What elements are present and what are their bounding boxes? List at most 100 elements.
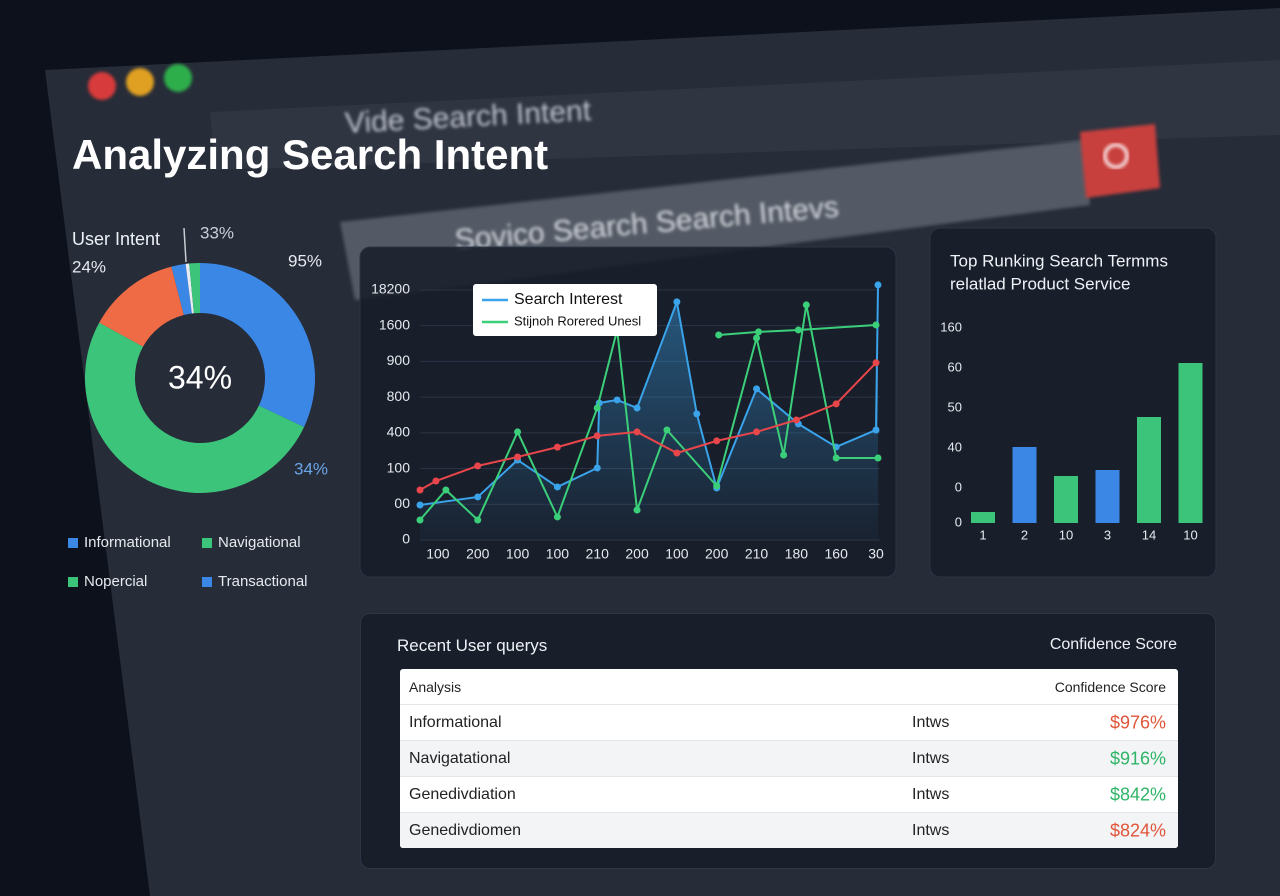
series-line — [718, 323, 877, 336]
series-point — [753, 428, 761, 436]
bar — [1178, 363, 1203, 523]
page-title: Analyzing Search Intent — [72, 131, 548, 178]
series-point — [593, 464, 601, 472]
series-point — [613, 396, 621, 404]
series-point — [633, 506, 641, 514]
y-tick-label: 40 — [948, 439, 962, 454]
table-panel: Recent User querys Confidence Score Anal… — [360, 613, 1216, 869]
x-tick-label: 180 — [785, 546, 809, 562]
donut-annotation: 33% — [200, 223, 234, 242]
series-point — [593, 404, 601, 412]
cell: Intws — [912, 785, 950, 803]
x-tick-label: 200 — [625, 546, 649, 562]
legend-label: Navigational — [218, 534, 301, 551]
y-tick-label: 0 — [402, 531, 410, 547]
table-row: Informational Intws $976% — [400, 704, 1178, 740]
donut-segment — [99, 266, 184, 347]
cell: Intws — [912, 749, 950, 767]
minimize-button[interactable] — [126, 68, 154, 96]
legend-label: Stijnoh Rorered Unesl — [514, 313, 641, 328]
legend-label: Transactional — [218, 573, 308, 590]
donut-annotation: 24% — [72, 257, 106, 276]
series-point — [693, 410, 701, 418]
series-point — [715, 331, 723, 339]
bar — [1012, 447, 1037, 523]
address-bar — [210, 60, 1280, 170]
bar — [971, 512, 995, 523]
x-tick-label: 2 — [1021, 527, 1028, 542]
close-button[interactable] — [88, 72, 116, 100]
legend-swatch — [68, 538, 78, 548]
x-tick-label: 200 — [466, 546, 490, 562]
y-tick-label: 400 — [387, 424, 411, 440]
series-point — [474, 462, 482, 470]
y-tick-label: 100 — [387, 459, 411, 475]
series-point — [755, 328, 763, 336]
series-point — [474, 516, 482, 524]
series-point — [872, 359, 880, 367]
score-cell: $824% — [1109, 820, 1166, 840]
y-tick-label: 800 — [387, 388, 411, 404]
legend-box — [473, 284, 657, 336]
x-tick-label: 160 — [825, 546, 849, 562]
series-point — [442, 486, 450, 494]
series-point — [753, 334, 761, 342]
table-row: Navigatational Intws $916% — [400, 740, 1178, 776]
y-tick-label: 900 — [387, 352, 411, 368]
cell: Genedivdiation — [409, 785, 516, 803]
legend-swatch — [68, 577, 78, 587]
series-point — [432, 477, 440, 485]
series-point — [514, 428, 522, 436]
donut-segment — [200, 263, 316, 427]
x-tick-label: 200 — [705, 546, 729, 562]
search-button[interactable] — [1080, 124, 1160, 198]
series-point — [474, 493, 482, 501]
table-title-right: Confidence Score — [1049, 636, 1177, 653]
cell: Genedivdiomen — [409, 821, 522, 839]
table-row: Genedivdiation Intws $842% — [400, 776, 1178, 812]
y-tick-label: 1600 — [379, 316, 410, 332]
bar-title: Top Runking Search Termms — [950, 251, 1168, 270]
series-point — [633, 428, 641, 436]
series-point — [832, 454, 840, 462]
maximize-button[interactable] — [164, 64, 192, 92]
donut-segment — [189, 263, 200, 314]
series-point — [872, 426, 880, 434]
table: Analysis Confidence Score Informational Int… — [400, 669, 1178, 848]
y-tick-label: 60 — [948, 359, 962, 374]
x-tick-label: 10 — [1183, 527, 1197, 542]
series-point — [514, 453, 522, 461]
x-tick-label: 10 — [1059, 527, 1073, 542]
x-tick-label: 100 — [546, 546, 570, 562]
x-tick-label: 100 — [426, 546, 450, 562]
donut-annotation: 34% — [294, 459, 328, 478]
series-point — [673, 449, 681, 457]
series-point — [872, 321, 880, 329]
y-tick-label: 00 — [394, 495, 410, 511]
series-point — [713, 437, 721, 445]
series-point — [673, 298, 681, 306]
table-title: Recent User querys — [397, 636, 548, 655]
header-cell: Confidence Score — [1054, 678, 1166, 695]
legend-swatch — [202, 538, 212, 548]
series-point — [832, 400, 840, 408]
score-cell: $976% — [1109, 712, 1166, 732]
series-point — [633, 404, 641, 412]
search-icon — [1103, 143, 1129, 169]
x-tick-label: 1 — [979, 527, 986, 542]
series-point — [553, 483, 561, 491]
cell: Intws — [912, 713, 950, 731]
series-point — [416, 516, 424, 524]
table-header: Analysis Confidence Score — [400, 669, 1178, 704]
donut-segment — [185, 263, 194, 314]
series-point — [553, 443, 561, 451]
series-point — [713, 482, 721, 490]
donut-segment — [171, 263, 192, 316]
y-tick-label: 0 — [955, 479, 962, 494]
legend-label: Nopercial — [84, 573, 147, 590]
donut-center-label: 34% — [168, 359, 232, 395]
y-tick-label: 0 — [955, 514, 962, 529]
score-cell: $842% — [1109, 784, 1166, 804]
cell: Intws — [912, 821, 950, 839]
